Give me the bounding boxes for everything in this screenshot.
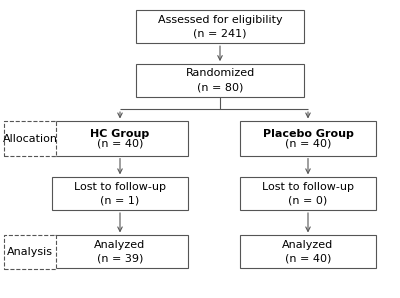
Text: Allocation: Allocation [2, 134, 58, 144]
Bar [136, 64, 304, 97]
Text: Analyzed
(n = 40): Analyzed (n = 40) [282, 240, 334, 264]
Text: Placebo Group: Placebo Group [262, 129, 354, 139]
Text: (n = 40): (n = 40) [285, 138, 331, 148]
Text: Lost to follow-up
(n = 0): Lost to follow-up (n = 0) [262, 182, 354, 206]
Bar [52, 235, 188, 268]
Text: Analyzed
(n = 39): Analyzed (n = 39) [94, 240, 146, 264]
Bar [240, 122, 376, 156]
Bar [4, 235, 56, 269]
Text: Randomized
(n = 80): Randomized (n = 80) [185, 69, 255, 92]
Text: Analysis: Analysis [7, 247, 53, 257]
Bar [240, 177, 376, 210]
Text: HC Group: HC Group [90, 129, 150, 139]
Bar [136, 10, 304, 43]
Bar [52, 177, 188, 210]
Text: Lost to follow-up
(n = 1): Lost to follow-up (n = 1) [74, 182, 166, 206]
Text: Assessed for eligibility
(n = 241): Assessed for eligibility (n = 241) [158, 15, 282, 39]
Bar [52, 122, 188, 156]
Bar [4, 122, 56, 156]
Bar [240, 235, 376, 268]
Text: (n = 40): (n = 40) [97, 138, 143, 148]
